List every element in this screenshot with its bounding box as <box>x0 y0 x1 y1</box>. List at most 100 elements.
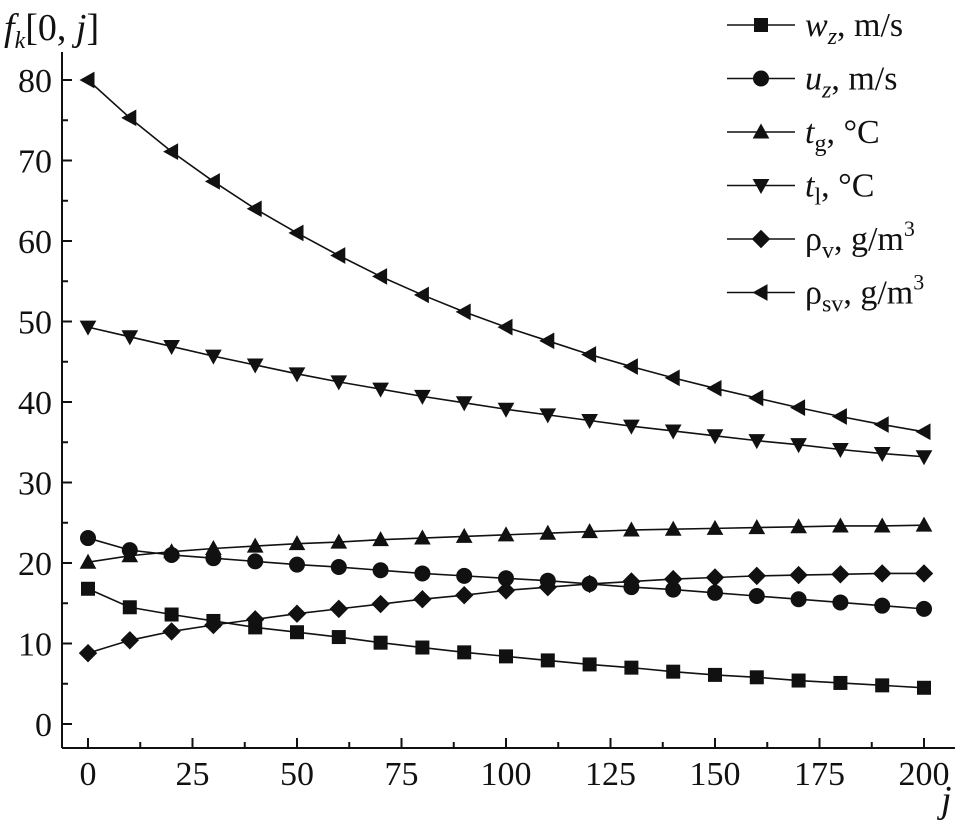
data-point <box>872 564 892 583</box>
legend-unit: , g/m <box>843 275 913 312</box>
data-point <box>874 597 891 614</box>
legend-symbol: w <box>805 7 828 44</box>
legend-subscript: v <box>822 238 834 264</box>
data-point <box>204 173 220 190</box>
data-point <box>873 447 891 463</box>
axes <box>61 52 955 749</box>
data-point <box>624 660 639 675</box>
data-point <box>663 569 683 589</box>
legend-marker <box>752 123 770 139</box>
data-point <box>373 635 388 650</box>
data-point <box>832 517 849 533</box>
x-tick-label: 175 <box>794 756 845 793</box>
data-point <box>580 574 599 594</box>
series-diamond <box>78 564 934 663</box>
data-point <box>331 630 346 645</box>
legend-unit: , °C <box>826 114 879 151</box>
y-title-bracket: [0, <box>25 7 76 49</box>
data-point <box>413 286 429 304</box>
legend-unit: , °C <box>821 168 874 205</box>
data-point <box>582 657 597 672</box>
data-point <box>748 519 766 535</box>
data-point <box>497 526 515 542</box>
y-axis-title: fk[0, j] <box>4 7 99 54</box>
legend-marker <box>751 229 771 249</box>
data-point <box>538 577 558 597</box>
data-point <box>414 529 431 545</box>
data-point <box>456 567 473 584</box>
data-point <box>372 562 389 579</box>
data-point <box>247 553 264 570</box>
legend-subscript: z <box>821 78 832 104</box>
legend-subscript: l <box>814 185 821 211</box>
x-tick-label: 150 <box>690 756 741 793</box>
data-point <box>914 564 934 583</box>
data-point <box>330 247 346 264</box>
y-title-subscript: k <box>15 28 26 54</box>
data-point <box>455 396 473 412</box>
data-point <box>581 523 598 539</box>
data-point <box>372 268 388 285</box>
series-line <box>87 326 925 458</box>
data-point <box>622 572 641 591</box>
series-group <box>78 71 934 695</box>
data-point <box>289 556 305 573</box>
legend-subscript: sv <box>822 292 843 318</box>
x-tick-label: 50 <box>280 756 314 793</box>
data-point <box>163 143 179 160</box>
data-point <box>79 553 97 569</box>
data-point <box>79 320 97 336</box>
y-tick-label: 0 <box>35 707 52 744</box>
data-point <box>790 399 806 416</box>
y-ticks: 0 10 20 30 40 50 60 70 80 <box>18 63 72 744</box>
legend-marker <box>752 179 770 195</box>
x-tick-label: 75 <box>385 756 419 793</box>
data-point <box>120 631 140 650</box>
data-point <box>330 375 348 391</box>
data-point <box>915 516 933 532</box>
legend-entry: ρv, g/m3 <box>727 216 915 264</box>
data-point <box>204 615 223 635</box>
data-point <box>121 547 139 563</box>
data-point <box>413 590 432 609</box>
legend-entry: wz, m/s <box>727 7 903 50</box>
data-point <box>623 419 640 435</box>
legend-symbol: ρ <box>805 275 822 312</box>
series-triangle-left <box>79 71 931 441</box>
data-point <box>329 599 349 619</box>
legend-entry: uz, m/s <box>727 61 897 104</box>
data-point <box>455 303 471 321</box>
legend-label: tl, °C <box>805 168 874 211</box>
data-point <box>790 438 807 454</box>
data-point <box>831 565 850 584</box>
data-point <box>205 349 222 365</box>
legend-entry: tl, °C <box>727 168 874 211</box>
data-point <box>623 521 640 537</box>
y-tick-label: 30 <box>18 466 52 503</box>
x-tick-label: 125 <box>585 756 636 793</box>
data-point <box>873 517 891 533</box>
data-point <box>917 680 931 695</box>
data-point <box>496 581 516 600</box>
data-point <box>246 200 262 218</box>
data-point <box>288 224 304 242</box>
data-point <box>288 367 306 383</box>
data-point <box>246 537 264 553</box>
legend-subscript: g <box>814 131 826 157</box>
data-point <box>78 643 98 663</box>
data-point <box>205 539 222 556</box>
data-point <box>707 584 723 601</box>
data-point <box>749 670 764 685</box>
x-tick-label: 25 <box>176 756 210 793</box>
series-triangle-up <box>79 516 933 569</box>
legend-unit-superscript: 3 <box>904 216 915 241</box>
data-point <box>873 416 889 433</box>
data-point <box>708 667 722 682</box>
data-point <box>832 442 849 459</box>
data-point <box>164 607 179 622</box>
series-triangle-down <box>79 320 933 466</box>
y-tick-label: 40 <box>18 385 52 422</box>
y-tick-label: 20 <box>18 546 52 583</box>
data-point <box>789 565 808 585</box>
